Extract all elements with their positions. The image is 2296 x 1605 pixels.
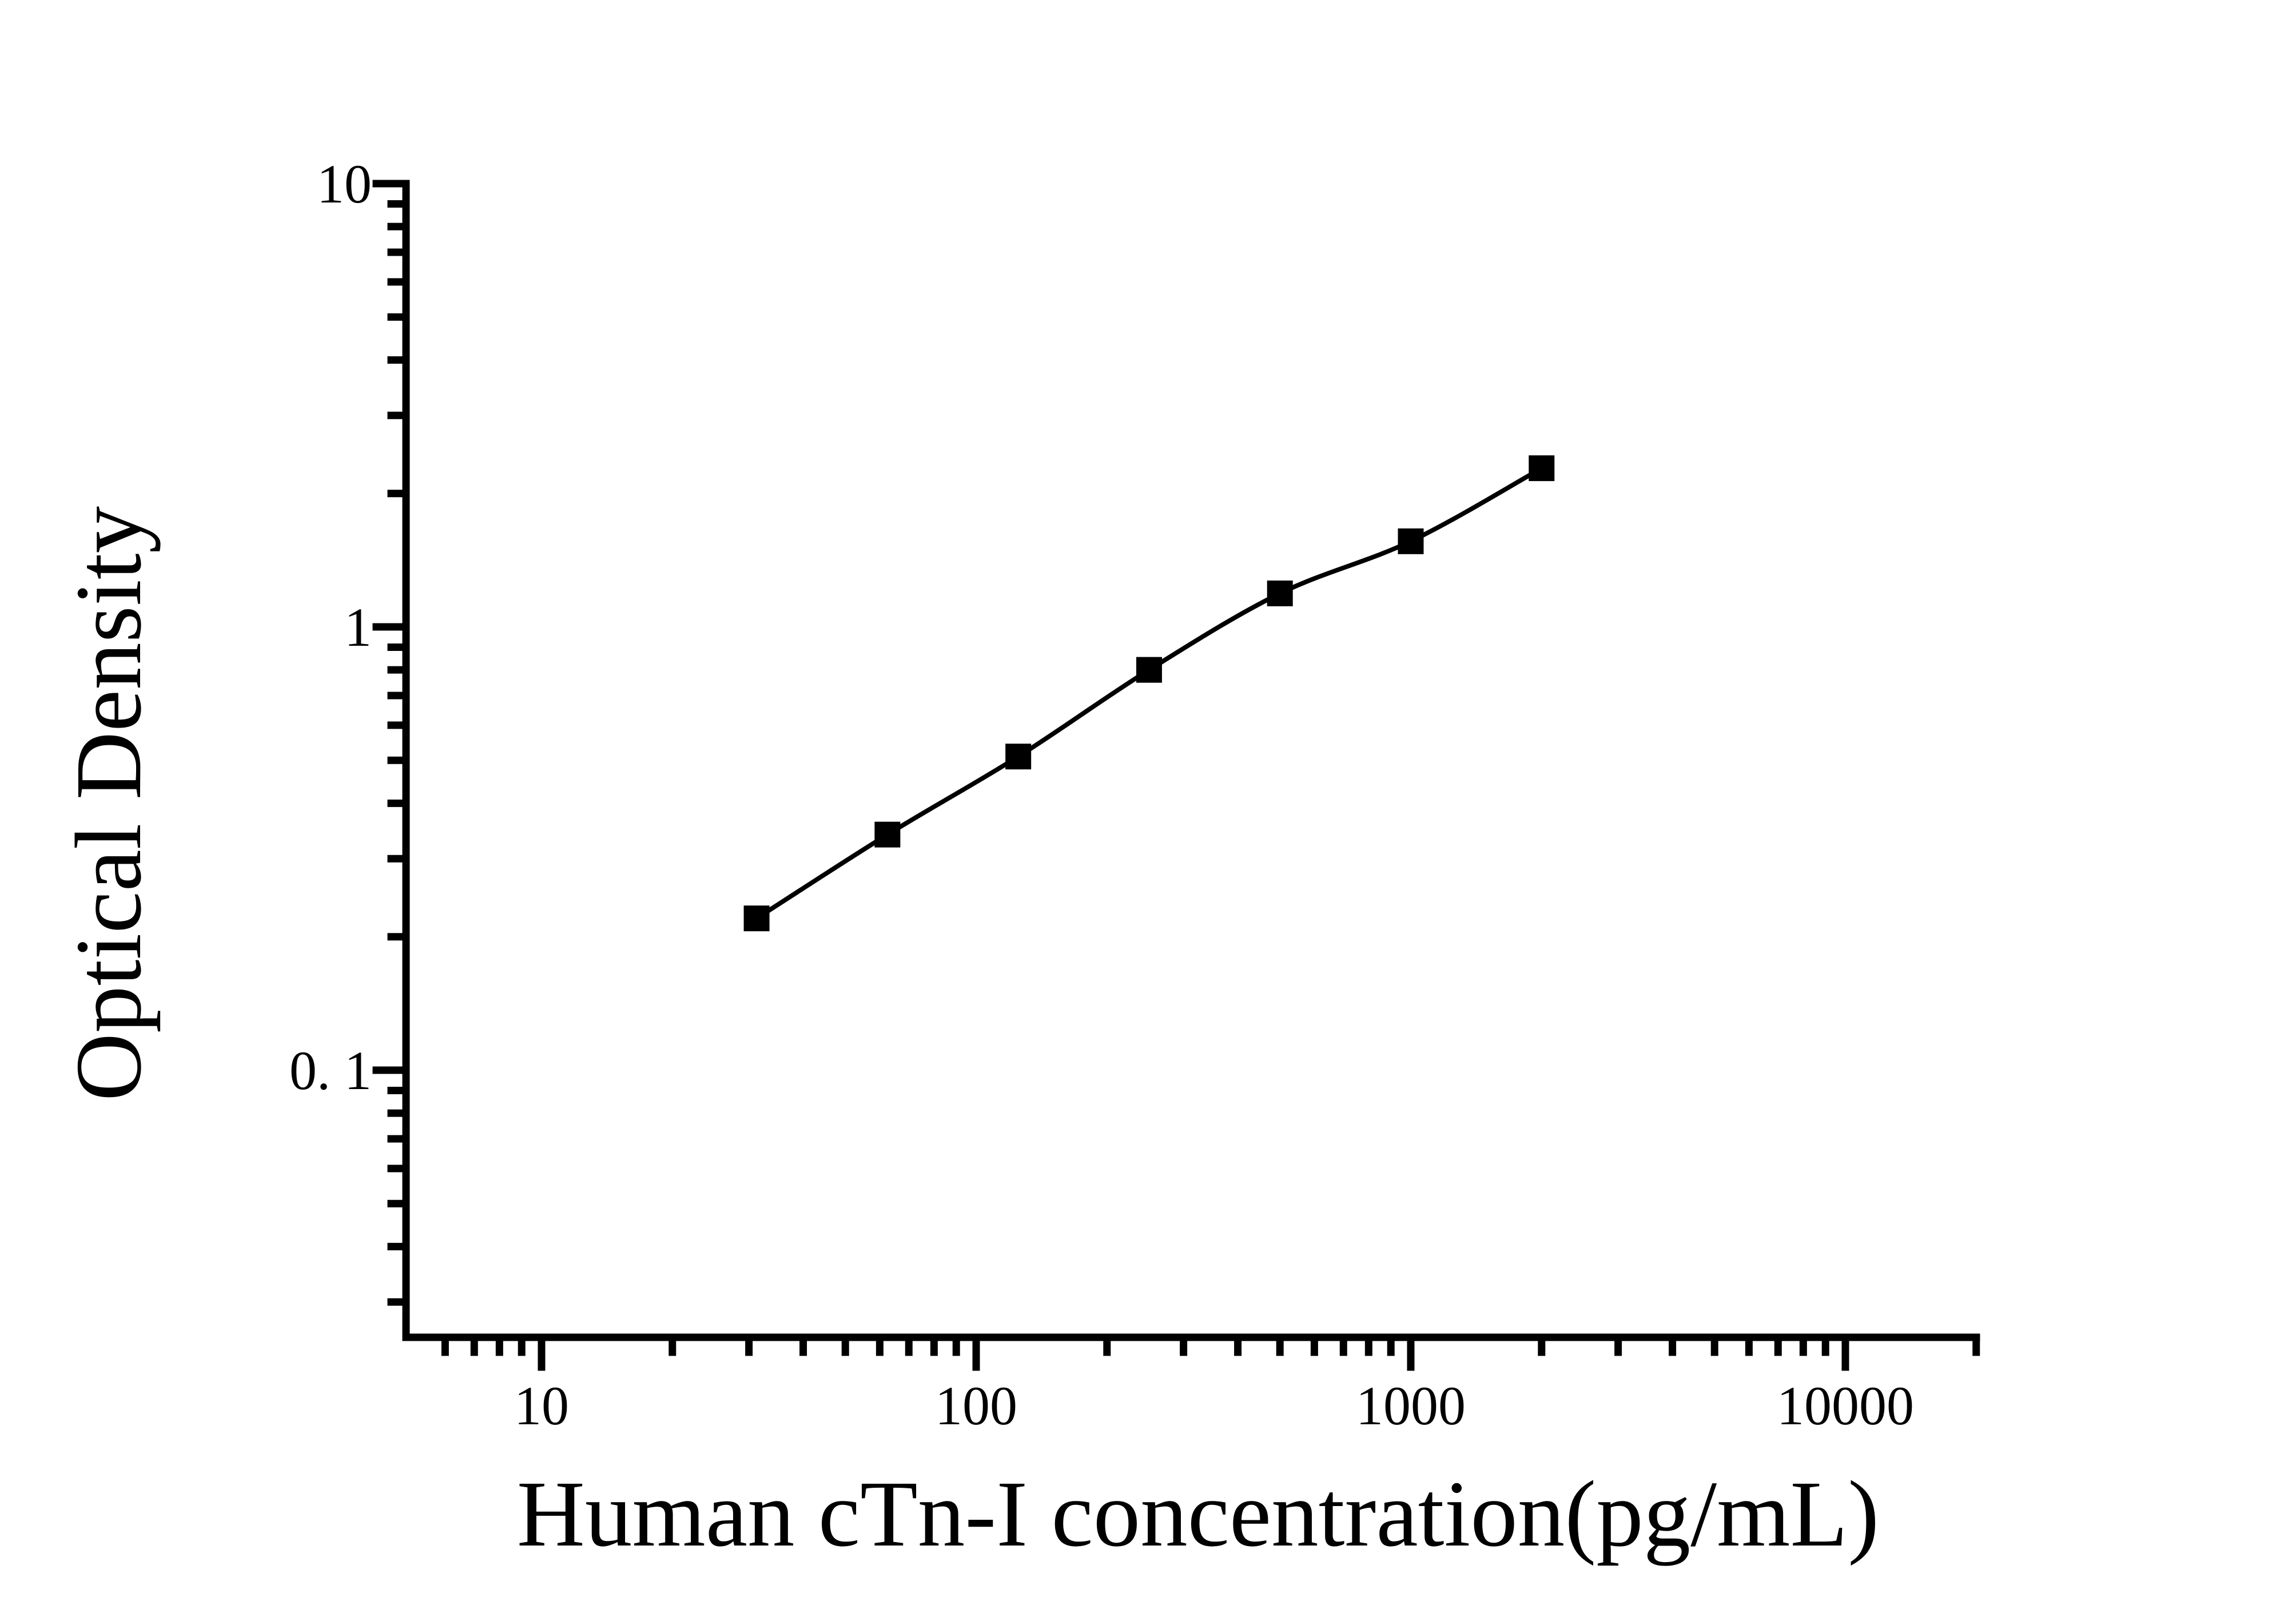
data-point-marker <box>874 821 901 848</box>
curve-line <box>755 466 1543 920</box>
data-point-marker <box>1136 657 1162 683</box>
data-point-marker <box>1267 580 1293 606</box>
data-point-marker <box>743 905 770 932</box>
x-axis-title: Human cTn-I concentration(pg/mL) <box>516 1461 1880 1566</box>
data-point-marker <box>1398 528 1424 554</box>
y-tick-label: 0. 1 <box>289 1040 372 1101</box>
y-axis-title: Optical Density <box>56 506 161 1102</box>
x-tick-label: 10000 <box>1777 1375 1914 1436</box>
y-tick-label: 10 <box>317 153 372 214</box>
x-tick-label: 100 <box>935 1375 1017 1436</box>
x-tick-label: 10 <box>514 1375 569 1436</box>
x-tick-label: 1000 <box>1356 1375 1466 1436</box>
data-point-marker <box>1005 744 1032 770</box>
data-point-marker <box>1529 455 1555 482</box>
y-tick-label: 1 <box>344 597 372 658</box>
